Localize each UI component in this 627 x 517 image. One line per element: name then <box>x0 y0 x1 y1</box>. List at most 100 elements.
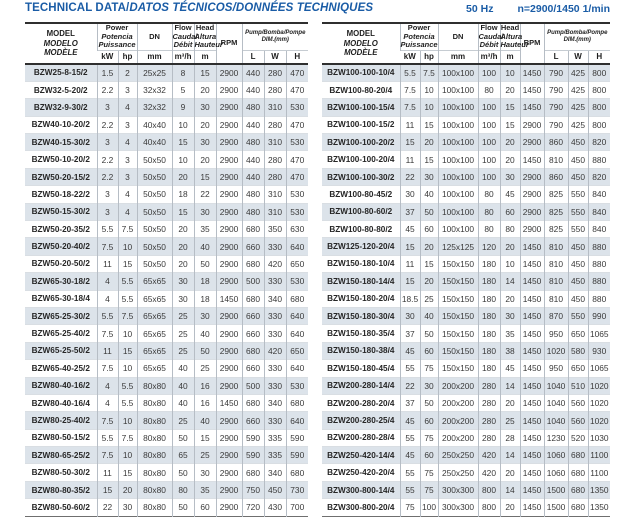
unit-width: W <box>263 49 287 64</box>
unit-width: W <box>567 49 589 64</box>
power-label-es: Potencia <box>101 31 133 41</box>
value-cell: 425 <box>567 115 589 134</box>
table-row: BZW32-9-30/2 3 4 32x32 9 30 2900 480 310 530 <box>25 98 309 117</box>
value-cell: 3 <box>96 98 118 117</box>
value-cell: 10 <box>171 150 195 169</box>
value-cell: 18.5 <box>399 289 420 308</box>
value-cell: 590 <box>285 446 309 464</box>
spec-table: MODEL MODELO MODÈLE Power Potencia Puiss… <box>25 22 309 517</box>
value-cell: 11 <box>96 254 118 273</box>
model-cell: BZW50-10-20/2 <box>25 150 97 169</box>
value-cell: 1450 <box>519 98 545 117</box>
value-cell: 420 <box>477 463 501 482</box>
flow-label-es: Caudal <box>478 31 504 41</box>
value-cell: 1350 <box>587 498 611 517</box>
value-cell: 20 <box>419 272 439 291</box>
value-cell: 1450 <box>519 393 545 412</box>
value-cell: 180 <box>477 272 501 291</box>
table-row: BZW32-5-20/2 2.2 3 32x32 5 20 2900 440 280 470 <box>25 80 309 99</box>
value-cell: 825 <box>543 202 569 221</box>
model-cell: BZW200-280-25/4 <box>322 411 400 430</box>
unit-flow: m³/h <box>171 49 195 64</box>
value-cell: 510 <box>567 376 589 395</box>
value-cell: 500 <box>241 272 265 291</box>
value-cell: 2900 <box>215 220 243 238</box>
value-cell: 530 <box>285 133 309 151</box>
table-row: BZW125-120-20/4 15 20 125x125 120 20 1450 810 45… <box>322 237 611 256</box>
value-cell: 2900 <box>215 341 243 360</box>
value-cell: 1450 <box>519 428 545 447</box>
value-cell: 45 <box>499 359 521 378</box>
value-cell: 4 <box>96 289 118 308</box>
table-row: BZW65-25-30/2 5.5 7.5 65x65 25 30 2900 660 330 64… <box>25 306 309 325</box>
value-cell: 470 <box>285 80 309 99</box>
table-row: BZW65-25-40/2 7.5 10 65x65 25 40 2900 660 330 640 <box>25 324 309 343</box>
value-cell: 7.5 <box>399 98 420 117</box>
value-cell: 30 <box>499 167 521 186</box>
value-cell: 15 <box>399 237 420 256</box>
value-cell: 200x200 <box>437 411 479 430</box>
dn-column-header: DN <box>136 23 173 50</box>
model-cell: BZW65-25-50/2 <box>25 341 97 360</box>
table-row: BZW150-180-10/4 11 15 150x150 180 10 1450 810 45… <box>322 254 611 273</box>
power-label-es: Potencia <box>403 31 435 41</box>
value-cell: 680 <box>567 446 589 464</box>
value-cell: 45 <box>499 185 521 204</box>
value-cell: 425 <box>567 98 589 117</box>
table-row: BZW65-30-18/4 4 5.5 65x65 30 18 1450 680 340 680 <box>25 289 309 308</box>
value-cell: 35 <box>193 220 217 238</box>
value-cell: 480 <box>241 185 265 204</box>
table-row: BZW50-15-30/2 3 4 50x50 15 30 2900 480 310 530 <box>25 202 309 221</box>
value-cell: 30 <box>193 202 217 221</box>
value-cell: 2900 <box>519 167 545 186</box>
table-row: BZW80-25-40/2 7.5 10 80x80 25 40 2900 660 330 640 <box>25 411 309 430</box>
head-column-header: Head Altura Hauteur <box>193 23 223 50</box>
table-row: BZW150-180-20/4 18.5 25 150x150 180 20 1450 810… <box>322 289 611 308</box>
value-cell: 25 <box>171 306 195 325</box>
value-cell: 680 <box>241 463 265 482</box>
value-cell: 45 <box>399 446 420 464</box>
value-cell: 7.5 <box>96 446 118 464</box>
value-cell: 450 <box>567 272 589 291</box>
value-cell: 1040 <box>543 393 569 412</box>
value-cell: 450 <box>567 289 589 308</box>
value-cell: 420 <box>477 446 501 464</box>
model-label-fr: MODÈLE <box>344 48 378 57</box>
value-cell: 280 <box>263 80 287 99</box>
value-cell: 100 <box>477 167 501 186</box>
value-cell: 40 <box>419 306 439 325</box>
value-cell: 450 <box>567 150 589 169</box>
value-cell: 180 <box>477 254 501 273</box>
dim-label-line1: Pump/Bomba/Pompe <box>547 29 608 36</box>
model-cell: BZW80-25-40/2 <box>25 411 97 430</box>
value-cell: 2.2 <box>96 115 118 134</box>
unit-length: L <box>241 49 265 64</box>
value-cell: 25 <box>171 411 195 430</box>
value-cell: 1450 <box>519 359 545 378</box>
value-cell: 310 <box>263 133 287 151</box>
value-cell: 20 <box>499 80 521 99</box>
value-cell: 80 <box>499 220 521 238</box>
value-cell: 60 <box>419 220 439 238</box>
model-cell: BZW40-15-30/2 <box>25 133 97 151</box>
model-cell: BZW100-100-30/2 <box>322 167 400 186</box>
model-column-header: MODEL MODELO MODÈLE <box>322 23 400 64</box>
model-cell: BZW200-280-28/4 <box>322 428 400 447</box>
dimensions-column-header: Pump/Bomba/Pompe DIM.(mm) <box>543 23 611 50</box>
header-label-row: MODEL MODELO MODÈLE Power Potencia Puiss… <box>25 23 309 64</box>
table-row: BZW80-80-35/2 15 20 80x80 80 35 2900 750 450 730 <box>25 480 309 499</box>
value-cell: 1040 <box>543 411 569 430</box>
value-cell: 2900 <box>519 202 545 221</box>
value-cell: 15 <box>193 63 217 82</box>
value-cell: 15 <box>419 115 439 134</box>
value-cell: 22 <box>399 167 420 186</box>
head-label-en: Head <box>500 23 520 32</box>
unit-length: L <box>543 49 569 64</box>
value-cell: 2.2 <box>96 80 118 99</box>
value-cell: 11 <box>399 150 420 169</box>
value-cell: 335 <box>263 446 287 464</box>
value-cell: 990 <box>587 306 611 325</box>
value-cell: 310 <box>263 185 287 204</box>
unit-kw: kW <box>97 49 118 64</box>
value-cell: 810 <box>543 272 569 291</box>
